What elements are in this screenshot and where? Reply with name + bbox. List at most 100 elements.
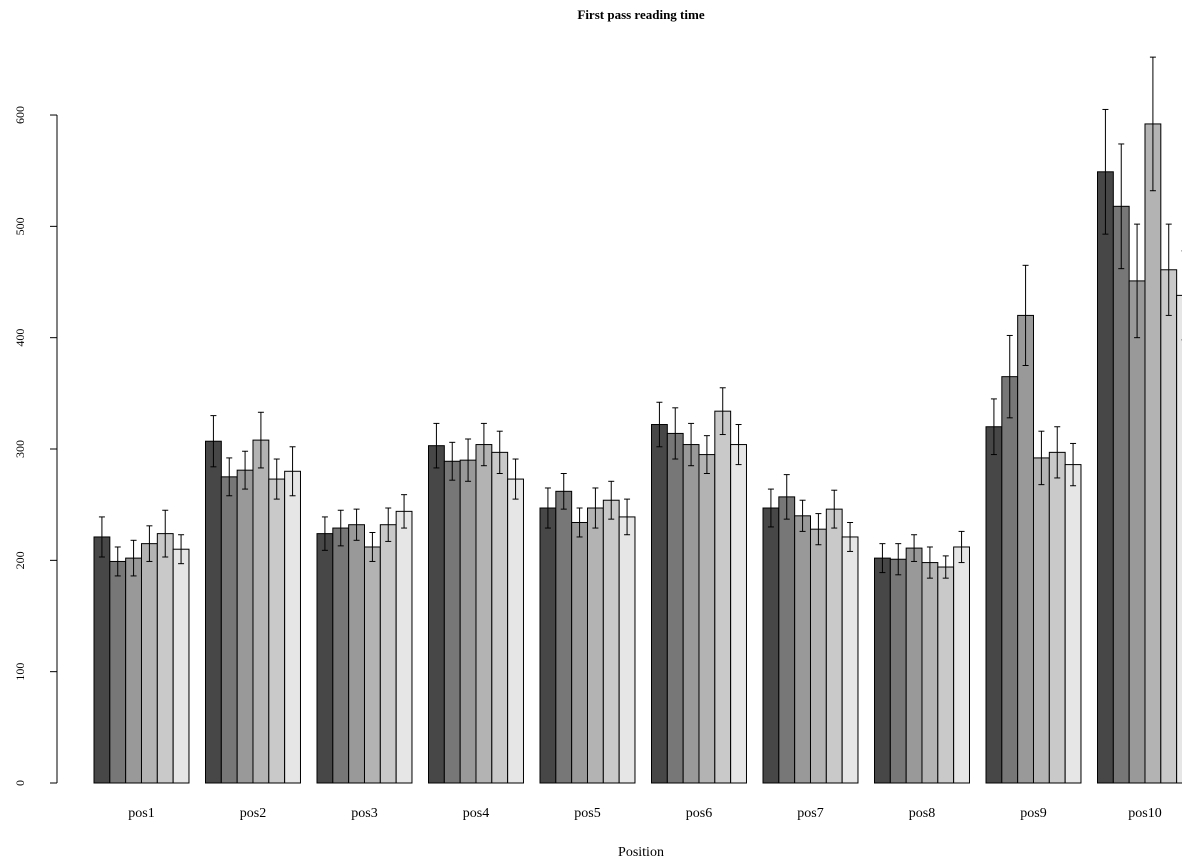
errorbar-pos6-s5 <box>719 387 726 436</box>
bar-pos9-s3 <box>1017 314 1034 784</box>
errorbar-pos3-s3 <box>353 508 360 541</box>
errorbars-layer <box>98 56 1182 579</box>
errorbar-pos9-s1 <box>990 398 997 456</box>
errorbar-pos5-s6 <box>624 498 631 536</box>
errorbar-pos4-s3 <box>465 438 472 482</box>
bar-pos4-s1 <box>428 445 445 784</box>
errorbar-pos10-s5 <box>1165 223 1172 316</box>
bar-pos4-s3 <box>459 459 477 784</box>
errorbar-pos7-s5 <box>831 489 838 529</box>
y-tick-label-0: 0 <box>13 780 27 786</box>
errorbar-pos4-s2 <box>449 441 456 481</box>
bar-pos4-s4 <box>475 444 493 784</box>
bar-pos10-s1 <box>1097 171 1114 784</box>
bar-pos5-s6 <box>618 516 636 784</box>
bar-pos3-s2 <box>332 527 350 784</box>
errorbar-pos4-s4 <box>480 422 487 467</box>
bar-pos8-s5 <box>937 566 955 784</box>
errorbar-pos2-s4 <box>257 411 264 469</box>
bar-pos10-s5 <box>1160 269 1178 784</box>
errorbar-pos1-s1 <box>98 516 105 558</box>
bar-pos1-s6 <box>172 548 190 784</box>
y-tick-label-400: 400 <box>13 329 27 347</box>
errorbar-pos3-s6 <box>401 494 408 529</box>
errorbar-pos7-s4 <box>815 513 822 546</box>
errorbar-pos5-s3 <box>576 507 583 538</box>
bar-pos8-s2 <box>889 558 907 784</box>
bar-pos4-s6 <box>507 478 524 784</box>
bar-pos10-s4 <box>1144 123 1162 784</box>
errorbar-pos5-s5 <box>608 480 615 520</box>
bar-pos6-s6 <box>730 444 747 784</box>
errorbar-pos3-s1 <box>321 516 328 551</box>
errorbar-pos2-s2 <box>226 457 233 497</box>
errorbar-pos8-s5 <box>942 555 949 579</box>
bar-pos8-s6 <box>953 546 970 784</box>
bar-pos8-s1 <box>874 557 891 784</box>
errorbar-pos7-s2 <box>783 474 790 520</box>
bar-pos5-s2 <box>555 490 573 784</box>
y-tick-label-600: 600 <box>13 106 27 124</box>
errorbar-pos4-s1 <box>433 422 440 469</box>
bar-pos6-s4 <box>698 454 716 784</box>
errorbar-pos1-s6 <box>178 534 185 565</box>
bar-pos7-s1 <box>762 507 780 784</box>
errorbar-pos1-s2 <box>114 546 121 577</box>
bar-pos2-s2 <box>220 476 238 784</box>
errorbar-pos3-s2 <box>337 509 344 547</box>
x-tick-label-pos6: pos6 <box>686 806 712 821</box>
errorbar-pos6-s1 <box>656 401 663 448</box>
errorbar-pos7-s6 <box>847 521 854 552</box>
errorbar-pos3-s4 <box>369 532 376 562</box>
errorbar-pos5-s2 <box>560 473 567 510</box>
errorbar-pos9-s5 <box>1054 426 1061 479</box>
bar-pos9-s1 <box>985 426 1003 784</box>
bar-pos1-s1 <box>93 536 111 784</box>
bar-pos6-s1 <box>651 424 668 784</box>
bar-pos6-s2 <box>666 432 684 784</box>
bar-pos1-s3 <box>125 557 142 784</box>
x-tick-label-pos7: pos7 <box>797 806 823 821</box>
bar-pos7-s3 <box>794 515 811 784</box>
bar-pos6-s3 <box>682 444 700 784</box>
errorbar-pos2-s5 <box>273 458 280 500</box>
bar-pos9-s6 <box>1064 464 1082 784</box>
errorbar-pos9-s4 <box>1038 430 1045 486</box>
chart-title: First pass reading time <box>577 7 704 22</box>
errorbar-pos10-s4 <box>1149 56 1156 192</box>
errorbar-pos4-s5 <box>496 430 503 475</box>
errorbar-pos1-s4 <box>146 525 153 562</box>
errorbar-pos10-s3 <box>1134 223 1141 339</box>
bar-pos2-s4 <box>252 439 270 784</box>
y-tick-label-300: 300 <box>13 440 27 458</box>
bar-pos8-s3 <box>905 547 923 784</box>
bar-pos5-s3 <box>571 521 588 784</box>
x-axis-label: Position <box>618 845 664 860</box>
errorbar-pos2-s1 <box>210 415 217 468</box>
x-tick-label-pos9: pos9 <box>1020 806 1046 821</box>
errorbar-pos6-s6 <box>735 424 742 466</box>
errorbar-pos8-s1 <box>879 543 886 574</box>
errorbar-pos2-s6 <box>289 446 296 497</box>
errorbar-pos8-s4 <box>926 546 933 579</box>
x-tick-label-pos1: pos1 <box>128 806 154 821</box>
x-tick-label-pos8: pos8 <box>909 806 935 821</box>
bar-pos3-s4 <box>363 546 381 784</box>
x-tick-label-pos10: pos10 <box>1128 806 1161 821</box>
bar-pos7-s2 <box>778 496 796 784</box>
bar-pos2-s3 <box>236 469 254 784</box>
x-axis-tick-labels: pos1 pos2 pos3 pos4 pos5 pos6 pos7 pos8 pos9 pos1… <box>128 806 1161 821</box>
bar-pos2-s6 <box>284 470 301 784</box>
errorbar-pos1-s5 <box>162 509 169 558</box>
bar-pos4-s5 <box>491 451 509 784</box>
bar-pos9-s2 <box>1001 376 1019 784</box>
bar-pos5-s5 <box>602 499 620 784</box>
x-tick-label-pos2: pos2 <box>240 806 266 821</box>
bar-pos7-s4 <box>809 528 827 784</box>
bars-layer <box>93 123 1182 784</box>
errorbar-pos3-s5 <box>385 507 392 542</box>
errorbar-pos8-s2 <box>895 543 902 576</box>
y-tick-label-500: 500 <box>13 217 27 235</box>
